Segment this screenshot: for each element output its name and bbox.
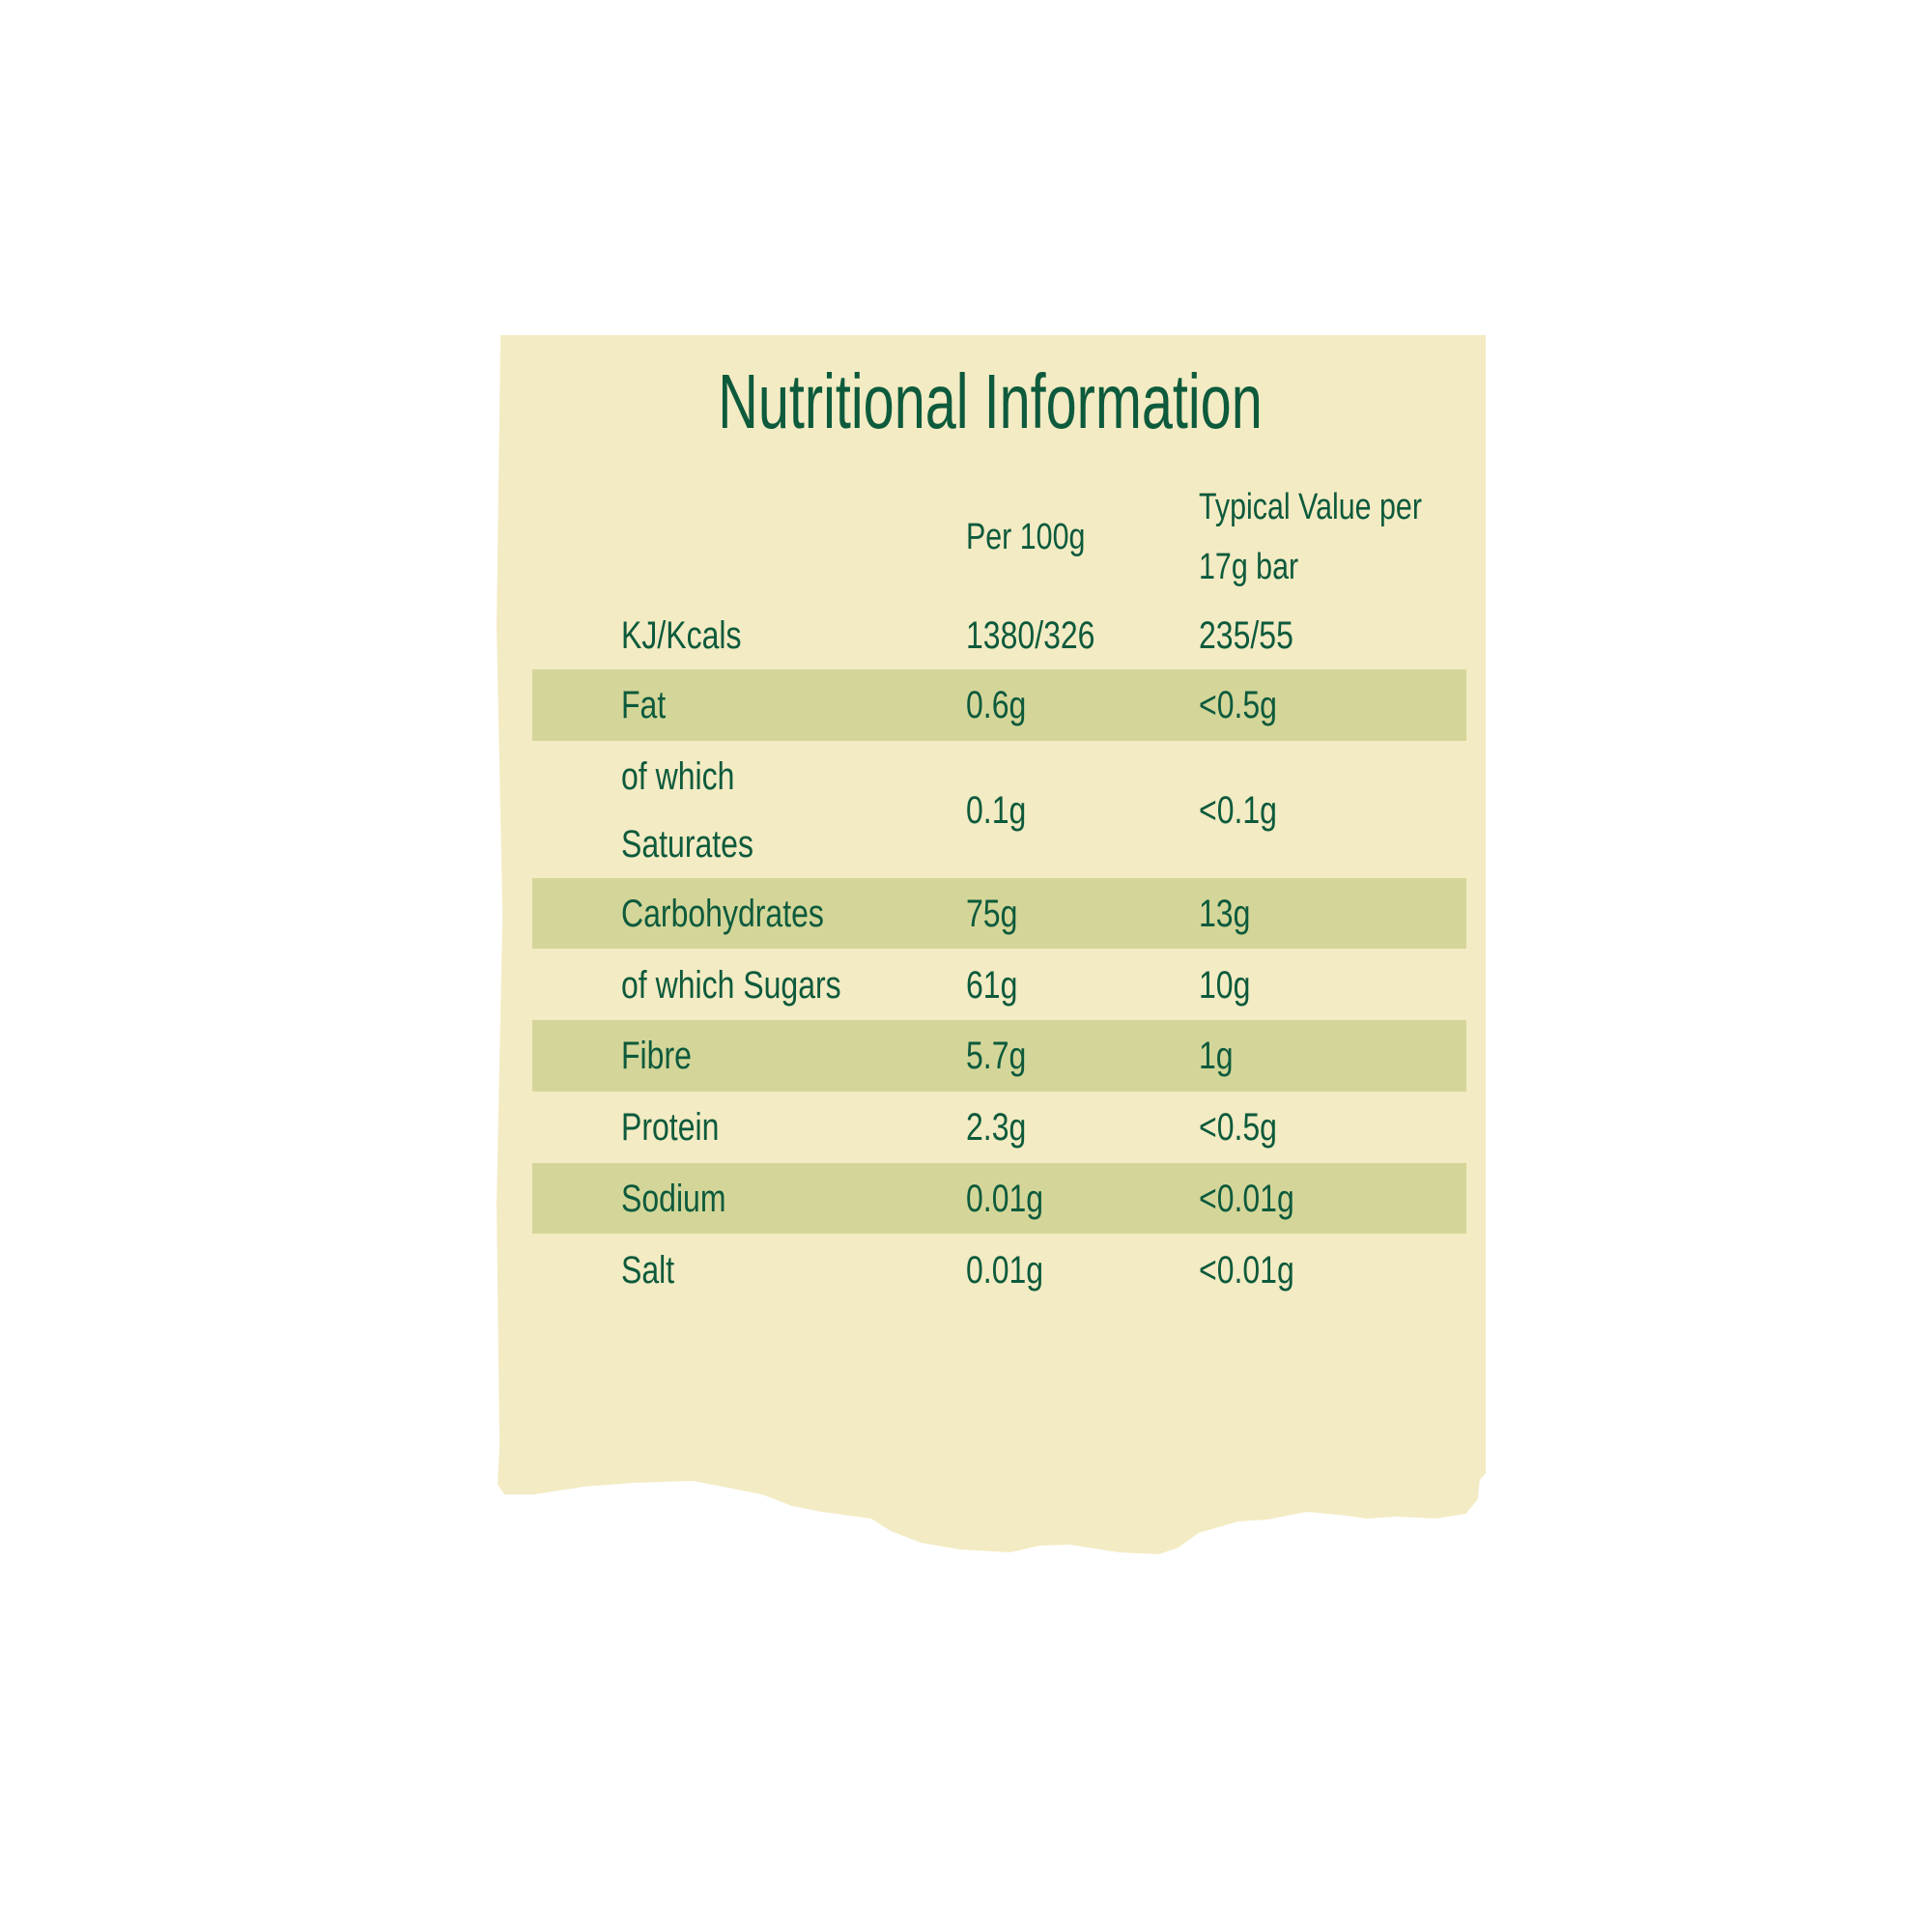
row-label: Fibre: [621, 1035, 692, 1077]
stripe-sodium: [532, 1163, 1466, 1234]
row-per-100g: 0.01g: [966, 1178, 1044, 1220]
row-per-bar: 235/55: [1199, 614, 1293, 657]
column-header-per-100g: Per 100g: [966, 517, 1086, 557]
row-per-100g: 1380/326: [966, 614, 1095, 657]
row-label-line1: of which: [621, 755, 735, 798]
row-per-bar: <0.5g: [1199, 684, 1277, 726]
column-header-per-bar-line2: 17g bar: [1199, 547, 1299, 587]
page-title: Nutritional Information: [718, 358, 1263, 444]
row-label: KJ/Kcals: [621, 614, 742, 657]
row-per-100g: 0.01g: [966, 1249, 1044, 1292]
row-per-100g: 5.7g: [966, 1035, 1027, 1077]
stripe-fat: [532, 669, 1466, 741]
row-label: Sodium: [621, 1178, 726, 1220]
row-per-100g: 0.1g: [966, 789, 1027, 832]
row-per-bar: <0.5g: [1199, 1106, 1277, 1149]
row-per-bar: <0.01g: [1199, 1178, 1294, 1220]
row-per-100g: 61g: [966, 964, 1018, 1007]
stripe-carbohydrates: [532, 878, 1466, 949]
row-label: Fat: [621, 684, 667, 726]
row-label: Carbohydrates: [621, 893, 824, 935]
row-per-bar: <0.1g: [1199, 789, 1277, 832]
row-per-bar: 13g: [1199, 893, 1251, 935]
row-per-100g: 75g: [966, 893, 1018, 935]
row-label: of which Sugars: [621, 964, 841, 1007]
row-label: Protein: [621, 1106, 720, 1149]
column-header-per-bar-line1: Typical Value per: [1199, 487, 1422, 527]
row-per-bar: 1g: [1199, 1035, 1234, 1077]
row-label: Salt: [621, 1249, 675, 1292]
stripe-fibre: [532, 1020, 1466, 1092]
row-per-bar: 10g: [1199, 964, 1251, 1007]
row-per-bar: <0.01g: [1199, 1249, 1294, 1292]
row-per-100g: 0.6g: [966, 684, 1027, 726]
row-per-100g: 2.3g: [966, 1106, 1027, 1149]
row-label-line2: Saturates: [621, 823, 753, 866]
